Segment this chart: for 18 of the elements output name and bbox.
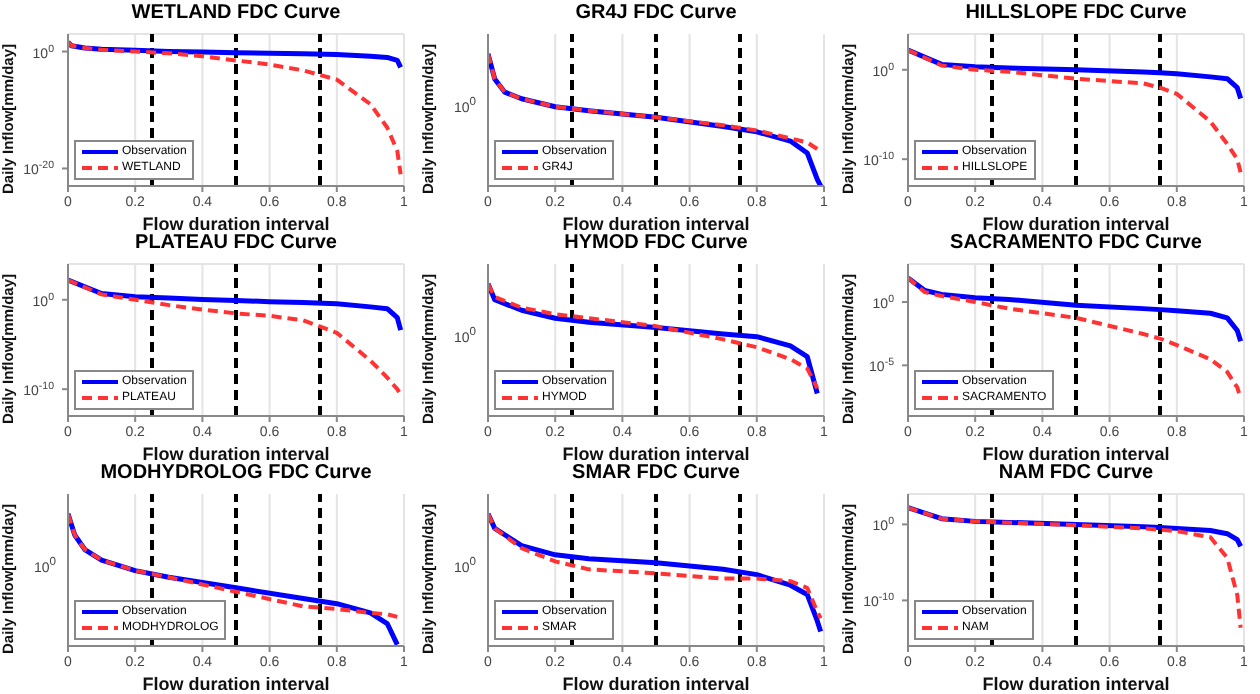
- x-axis-title: Flow duration interval: [982, 444, 1170, 464]
- chart-title: MODHYDROLOG FDC Curve: [100, 462, 372, 484]
- chart-title: GR4J FDC Curve: [575, 2, 737, 24]
- chart-title: HILLSLOPE FDC Curve: [965, 2, 1187, 24]
- chart-title: PLATEAU FDC Curve: [135, 232, 337, 254]
- x-axis-title: Flow duration interval: [562, 674, 750, 694]
- x-axis-title: Flow duration interval: [562, 444, 750, 464]
- chart-title: SMAR FDC Curve: [572, 462, 740, 484]
- x-axis-title: Flow duration interval: [982, 214, 1170, 234]
- chart-title: WETLAND FDC Curve: [131, 2, 341, 24]
- x-axis-title: Flow duration interval: [142, 214, 330, 234]
- x-axis-title: Flow duration interval: [982, 674, 1170, 694]
- x-axis-title: Flow duration interval: [142, 444, 330, 464]
- x-axis-title: Flow duration interval: [562, 214, 750, 234]
- chart-title: NAM FDC Curve: [998, 462, 1154, 484]
- chart-title: SACRAMENTO FDC Curve: [950, 232, 1202, 254]
- x-axis-title: Flow duration interval: [142, 674, 330, 694]
- chart-title: HYMOD FDC Curve: [564, 232, 748, 254]
